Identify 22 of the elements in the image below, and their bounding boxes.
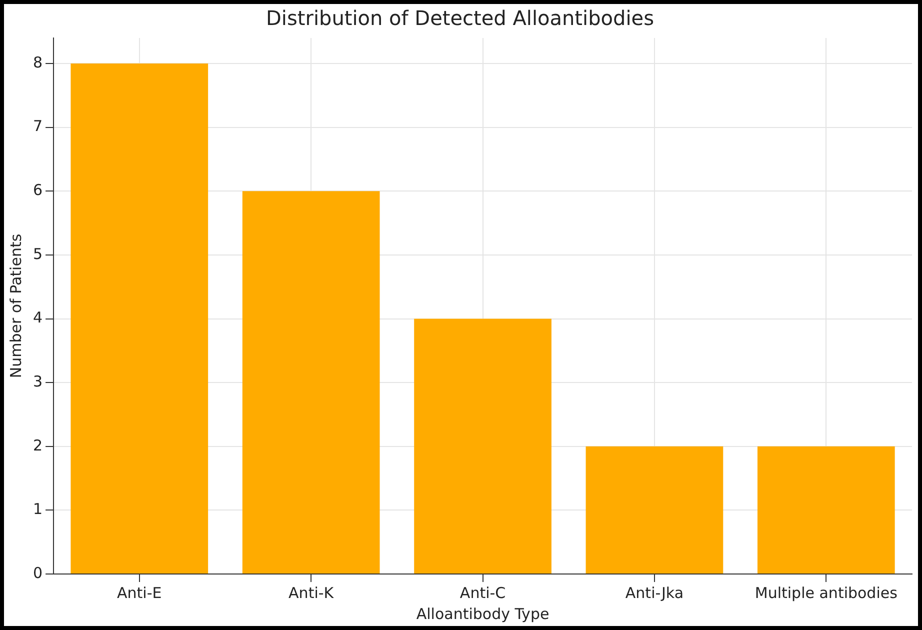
bar [757, 446, 895, 574]
y-tick-label: 3 [32, 372, 43, 390]
y-tick-label: 8 [32, 53, 43, 72]
x-axis-title: Alloantibody Type [416, 604, 550, 623]
y-tick-label: 7 [32, 117, 43, 136]
y-tick-label: 5 [32, 244, 43, 263]
y-tick-label: 4 [32, 308, 43, 327]
y-tick-label: 1 [32, 500, 43, 518]
x-tick-label: Anti-C [460, 584, 506, 602]
x-tick-label: Anti-K [288, 584, 335, 602]
y-tick-label: 0 [32, 564, 43, 582]
y-tick-label: 2 [32, 436, 43, 454]
bar [70, 64, 208, 574]
y-tick-label: 6 [32, 181, 43, 200]
y-axis-title: Number of Patients [6, 234, 25, 378]
x-tick-label: Anti-E [117, 584, 162, 602]
x-tick-label: Anti-Jka [625, 584, 684, 602]
bar [586, 446, 724, 574]
chart-title: Distribution of Detected Alloantibodies [266, 6, 654, 30]
x-tick-label: Multiple antibodies [754, 584, 898, 602]
bar [414, 318, 552, 574]
bar [242, 191, 380, 574]
